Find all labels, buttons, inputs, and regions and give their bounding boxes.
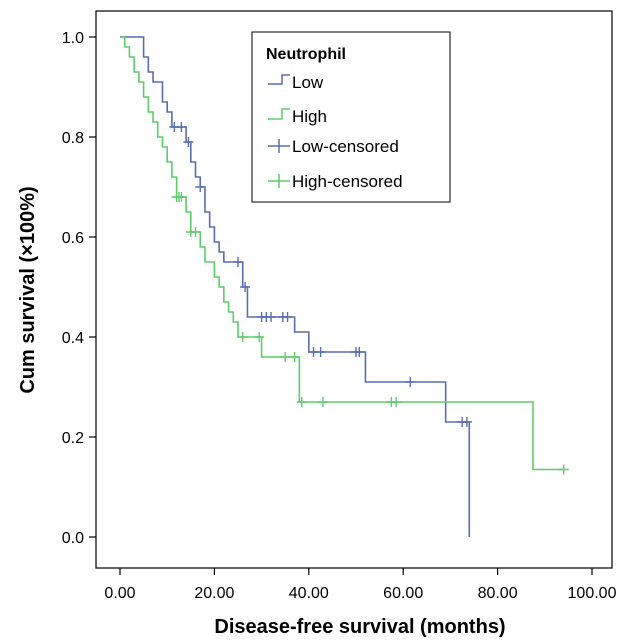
- x-tick-label: 0.00: [104, 585, 135, 602]
- legend: Neutrophil Low High Low-censored High-ce…: [251, 31, 451, 203]
- y-tick-label: 1.0: [62, 30, 84, 47]
- y-tick-label: 0.4: [62, 330, 84, 347]
- censor-mark-high: [558, 464, 569, 475]
- x-tick-label: 80.00: [478, 585, 518, 602]
- censor-mark-low: [354, 347, 365, 357]
- series-line-high: [120, 36, 564, 471]
- censor-mark-high: [391, 397, 402, 407]
- x-axis-title: Disease-free survival (months): [214, 616, 505, 638]
- series-line-low: [120, 36, 471, 537]
- censor-mark-low: [176, 122, 187, 132]
- legend-high-censored-swatch: [268, 174, 290, 188]
- censor-mark-low: [195, 182, 206, 192]
- legend-box: [251, 31, 451, 203]
- censor-mark-high: [237, 332, 248, 342]
- y-axis-ticks: 0.0 0.2 0.4 0.6 0.8 1.0: [62, 30, 96, 547]
- censor-mark-low: [405, 377, 416, 387]
- legend-title: Neutrophil: [266, 46, 346, 63]
- censor-mark-low: [282, 312, 293, 322]
- censor-mark-low: [461, 417, 472, 427]
- censor-mark-low: [266, 312, 277, 322]
- y-tick-label: 0.8: [62, 130, 84, 147]
- x-tick-label: 100.00: [568, 585, 617, 602]
- censor-mark-high: [176, 192, 187, 202]
- legend-high-swatch: [268, 108, 290, 120]
- series-layer: [120, 36, 569, 537]
- censor-mark-high: [280, 352, 291, 362]
- legend-label-high: High: [292, 107, 327, 126]
- censor-mark-low: [233, 257, 243, 267]
- censor-mark-high: [254, 332, 265, 342]
- y-axis-title: Cum survival (×100%): [17, 186, 39, 393]
- x-tick-label: 60.00: [383, 585, 423, 602]
- censor-mark-high: [317, 397, 328, 407]
- legend-label-low-censored: Low-censored: [292, 137, 399, 156]
- y-tick-label: 0.0: [62, 530, 84, 547]
- legend-low-censored-swatch: [268, 139, 290, 153]
- x-axis-ticks: 0.00 20.00 40.00 60.00 80.00 100.00: [104, 568, 617, 602]
- y-tick-label: 0.6: [62, 230, 84, 247]
- x-tick-label: 20.00: [194, 585, 234, 602]
- censor-mark-high: [296, 397, 307, 407]
- censor-mark-low: [240, 282, 251, 292]
- legend-label-low: Low: [292, 73, 324, 92]
- plot-frame: [95, 10, 613, 569]
- censor-mark-high: [289, 352, 300, 362]
- censor-mark-low: [315, 347, 326, 357]
- legend-label-high-censored: High-censored: [292, 172, 403, 191]
- y-tick-label: 0.2: [62, 430, 84, 447]
- censor-mark-high: [190, 227, 201, 237]
- x-tick-label: 40.00: [289, 585, 329, 602]
- legend-low-swatch: [268, 74, 290, 85]
- censor-mark-low: [183, 137, 194, 147]
